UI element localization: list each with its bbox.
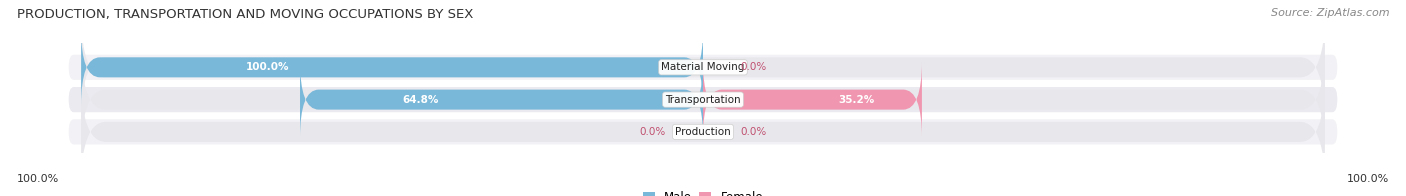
Text: 0.0%: 0.0%	[640, 127, 665, 137]
Text: 100.0%: 100.0%	[17, 174, 59, 184]
FancyBboxPatch shape	[69, 119, 1337, 144]
Text: 35.2%: 35.2%	[838, 95, 875, 105]
FancyBboxPatch shape	[82, 29, 703, 106]
Text: PRODUCTION, TRANSPORTATION AND MOVING OCCUPATIONS BY SEX: PRODUCTION, TRANSPORTATION AND MOVING OC…	[17, 8, 474, 21]
Text: Production: Production	[675, 127, 731, 137]
FancyBboxPatch shape	[299, 61, 703, 138]
Text: 100.0%: 100.0%	[246, 62, 290, 72]
FancyBboxPatch shape	[82, 77, 1324, 186]
Legend: Male, Female: Male, Female	[643, 191, 763, 196]
FancyBboxPatch shape	[703, 61, 922, 138]
Text: 100.0%: 100.0%	[1347, 174, 1389, 184]
Text: 64.8%: 64.8%	[402, 95, 439, 105]
Text: Material Moving: Material Moving	[661, 62, 745, 72]
Text: 0.0%: 0.0%	[741, 127, 766, 137]
FancyBboxPatch shape	[82, 45, 1324, 154]
FancyBboxPatch shape	[69, 55, 1337, 80]
Text: Transportation: Transportation	[665, 95, 741, 105]
FancyBboxPatch shape	[69, 87, 1337, 112]
Text: Source: ZipAtlas.com: Source: ZipAtlas.com	[1271, 8, 1389, 18]
FancyBboxPatch shape	[82, 13, 1324, 122]
Text: 0.0%: 0.0%	[741, 62, 766, 72]
